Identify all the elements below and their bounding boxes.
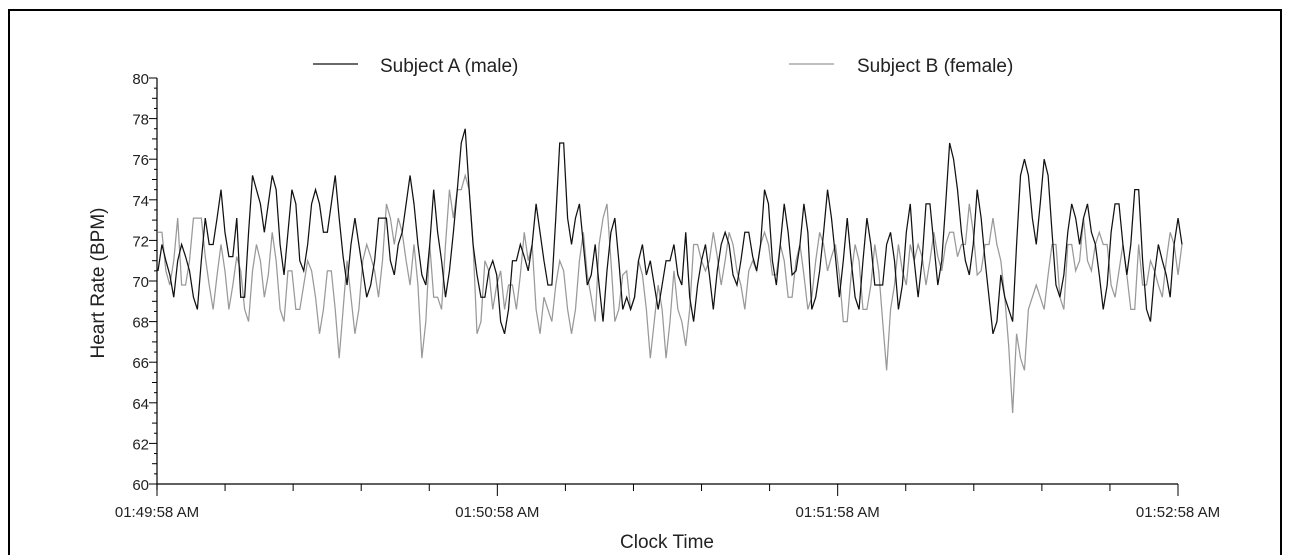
y-axis: 60 62 64 66 68 70 72 74 76 78 80: [132, 71, 158, 494]
y-tick-label: 70: [132, 274, 149, 291]
y-tick-label: 80: [132, 71, 149, 88]
y-tick-label: 62: [132, 436, 149, 453]
series-layer: [157, 128, 1183, 413]
x-tick-label: 01:51:58 AM: [796, 504, 880, 521]
x-tick-label: 01:52:58 AM: [1136, 504, 1220, 521]
x-tick-label: 01:50:58 AM: [455, 504, 539, 521]
y-tick-label: 64: [132, 396, 149, 413]
y-tick-label: 60: [132, 477, 149, 494]
chart-frame: [8, 9, 1282, 555]
y-tick-label: 72: [132, 233, 149, 250]
x-tick-label: 01:49:58 AM: [115, 504, 199, 521]
y-tick-label: 74: [132, 193, 149, 210]
y-tick-label: 76: [132, 152, 149, 169]
y-axis-title: Heart Rate (BPM): [88, 208, 109, 359]
y-tick-label: 68: [132, 315, 149, 332]
x-axis-title: Clock Time: [620, 532, 714, 553]
y-tick-label: 66: [132, 355, 149, 372]
series-line-subject-b: [158, 173, 1183, 413]
legend-label-subject-a: Subject A (male): [380, 56, 518, 77]
legend-label-subject-b: Subject B (female): [857, 56, 1013, 77]
y-tick-label: 78: [132, 112, 149, 129]
x-axis: 01:49:58 AM 01:50:58 AM 01:51:58 AM 01:52:5…: [115, 483, 1220, 521]
legend: Subject A (male) Subject B (female): [313, 56, 1013, 77]
series-line-subject-a: [157, 128, 1183, 334]
